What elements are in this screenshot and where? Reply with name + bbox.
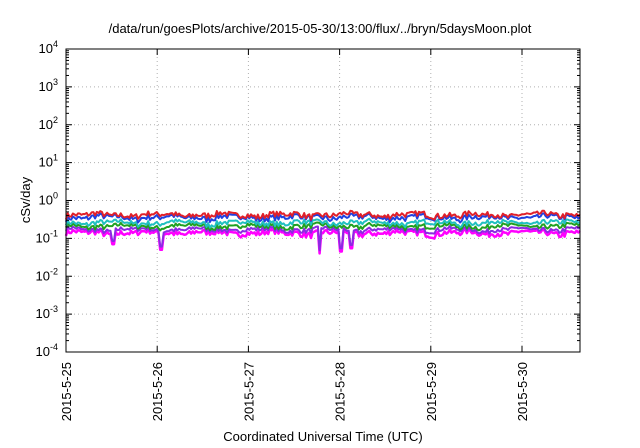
series-line: [64, 227, 581, 255]
y-tick-label: 101: [39, 153, 58, 170]
y-tick-label: 104: [39, 39, 58, 56]
y-tick-label: 10-1: [36, 228, 58, 245]
x-tick-label: 2015-5-26: [150, 362, 165, 421]
y-tick-label: 102: [39, 115, 58, 132]
y-tick-label: 100: [39, 191, 58, 208]
x-tick-label: 2015-5-25: [59, 362, 74, 421]
y-tick-label: 103: [39, 77, 58, 94]
y-tick-label: 10-4: [36, 342, 58, 359]
series-line: [65, 217, 581, 229]
x-tick-label: 2015-5-27: [241, 362, 256, 421]
ticks: [65, 48, 580, 353]
grid: [66, 49, 580, 352]
y-tick-labels: 10-4 10-3 10-2 10-1 100 101 102 103 104: [36, 39, 58, 359]
y-tick-label: 10-3: [36, 304, 58, 321]
chart-title: /data/run/goesPlots/archive/2015-05-30/1…: [109, 21, 532, 36]
y-tick-label: 10-2: [36, 266, 58, 283]
x-axis-label: Coordinated Universal Time (UTC): [223, 429, 422, 444]
series-line: [65, 212, 581, 224]
x-tick-label: 2015-5-29: [424, 362, 439, 421]
y-axis-label: cSv/day: [18, 176, 33, 223]
x-tick-label: 2015-5-28: [333, 362, 348, 421]
x-tick-label: 2015-5-30: [515, 362, 530, 421]
series-line: [65, 209, 581, 221]
series-line: [65, 221, 581, 232]
x-tick-labels: 2015-5-25 2015-5-26 2015-5-27 2015-5-28 2015…: [59, 362, 530, 421]
series-line: [65, 225, 581, 252]
series-group: [64, 209, 581, 255]
